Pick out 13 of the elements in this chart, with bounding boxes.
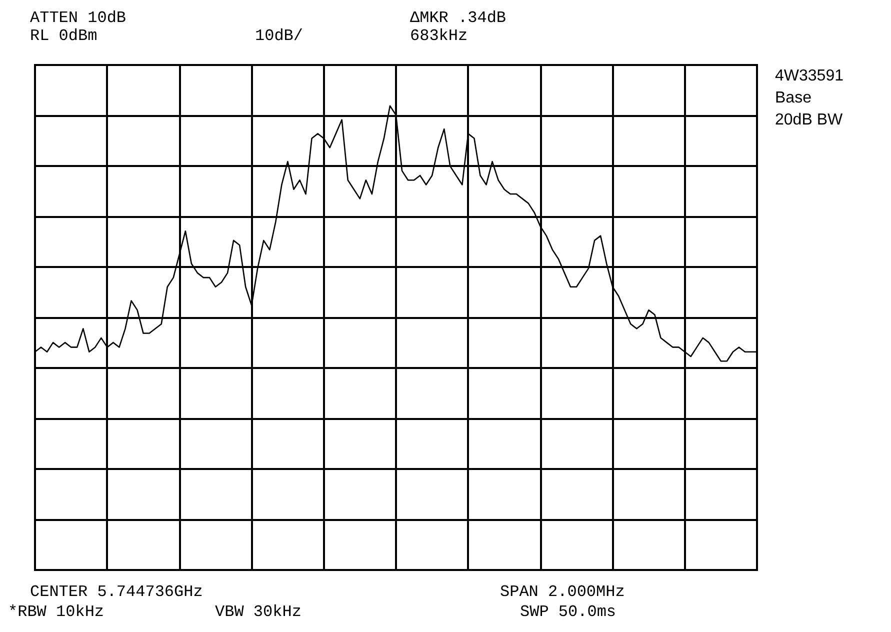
text: Base [775,90,812,106]
text: CENTER 5.744736GHz [30,583,203,601]
text: ΔMKR .34dB [410,9,506,27]
text: SPAN 2.000MHz [500,583,625,601]
text: 4W33591 [775,68,844,84]
text: 683kHz [410,27,468,45]
text: ATTEN 10dB [30,9,126,27]
text: 20dB BW [775,112,844,128]
text: 10dB/ [255,27,304,45]
text: VBW 30kHz [215,603,302,621]
text: RL 0dBm [30,27,98,45]
text: *RBW 10kHz [8,603,104,621]
text: SWP 50.0ms [520,603,616,621]
